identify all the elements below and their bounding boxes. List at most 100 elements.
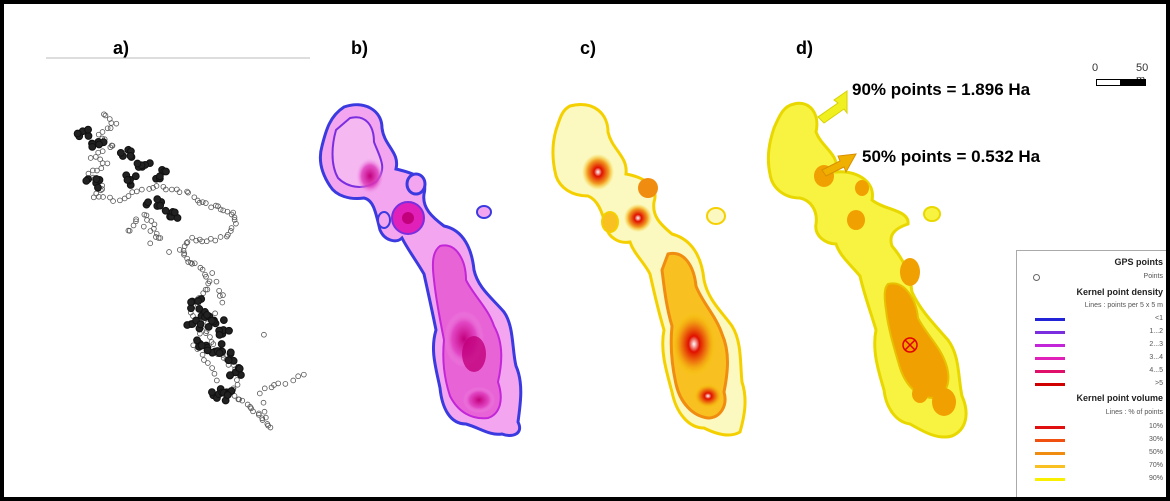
gps-point (208, 335, 213, 340)
scale-bar-graphic (1096, 79, 1146, 86)
density-map (320, 105, 520, 436)
legend-density-label: 1...2 (1149, 328, 1163, 335)
legend-density-label: 2...3 (1149, 341, 1163, 348)
legend-volume-label: 70% (1149, 462, 1163, 469)
gps-point (214, 378, 219, 383)
gps-point (88, 156, 93, 161)
gps-point (226, 327, 233, 334)
gps-point (205, 323, 212, 330)
arrow-90-icon (818, 91, 847, 123)
legend-gps-item: Points (1017, 273, 1163, 280)
gps-point (283, 382, 288, 387)
gps-point (296, 374, 301, 379)
gps-point (114, 121, 119, 126)
gps-point (220, 300, 225, 305)
legend-volume-label: 90% (1149, 475, 1163, 482)
gps-point (213, 311, 218, 316)
gps-point (216, 331, 223, 338)
gps-point (145, 199, 152, 206)
gps-point (105, 161, 110, 166)
legend-volume-label: 10% (1149, 423, 1163, 430)
legend-density-swatch (1035, 318, 1065, 321)
scale-bar: 0 50 m (1090, 62, 1160, 92)
gps-point (103, 113, 108, 118)
gps-point (214, 279, 219, 284)
gps-point (169, 187, 174, 192)
legend-density-swatch (1035, 357, 1065, 360)
legend-density-title: Kernel point density (1017, 287, 1163, 297)
legend-volume-row: 70% (1017, 462, 1163, 472)
gps-point (301, 372, 306, 377)
gps-point (85, 133, 92, 140)
kernel-volume-map (553, 105, 745, 435)
gps-point (204, 312, 211, 319)
gps-point (111, 199, 116, 204)
gps-point (235, 378, 240, 383)
legend-density-swatch (1035, 370, 1065, 373)
gps-point (85, 126, 92, 133)
area-50-patch (900, 258, 920, 286)
gps-point (141, 224, 146, 229)
legend-volume-swatch (1035, 439, 1065, 442)
gps-point (93, 155, 98, 160)
gps-point (210, 366, 215, 371)
gps-point (167, 250, 172, 255)
legend-volume-swatch (1035, 452, 1065, 455)
gps-point (130, 190, 135, 195)
area-50-patch (932, 388, 956, 416)
gps-point (212, 371, 217, 376)
gps-point (262, 332, 267, 337)
gps-point (105, 126, 110, 131)
gps-point (209, 205, 214, 210)
callout-90-percent: 90% points = 1.896 Ha (852, 80, 1030, 100)
legend-density-label: 3...4 (1149, 354, 1163, 361)
legend-density-row: 3...4 (1017, 354, 1163, 364)
area-50-patch (847, 210, 865, 230)
gps-point (235, 382, 240, 387)
gps-point (220, 317, 227, 324)
gps-point (210, 271, 215, 276)
legend-volume-label: 50% (1149, 449, 1163, 456)
legend-density-row: <1 (1017, 315, 1163, 325)
scale-start-label: 0 (1092, 62, 1098, 74)
gps-point (262, 386, 267, 391)
gps-point (163, 168, 170, 175)
legend-density-row: 4...5 (1017, 367, 1163, 377)
gps-points-layer (74, 112, 306, 430)
gps-point-symbol-icon (1033, 274, 1040, 281)
gps-point (93, 176, 100, 183)
legend-volume-row: 50% (1017, 449, 1163, 459)
gps-point (96, 132, 101, 137)
legend-density-label: <1 (1155, 315, 1163, 322)
gps-point (218, 341, 225, 348)
gps-point (162, 207, 169, 214)
area-percent-map (768, 91, 966, 437)
gps-point (216, 350, 223, 357)
gps-point (134, 160, 141, 167)
gps-point (174, 187, 179, 192)
gps-point (262, 409, 267, 414)
gps-point (157, 202, 164, 209)
legend-volume-label: 30% (1149, 436, 1163, 443)
gps-point (126, 194, 131, 199)
area-50-patch (912, 385, 928, 403)
gps-point (276, 381, 281, 386)
gps-point (95, 184, 102, 191)
gps-point (291, 378, 296, 383)
gps-point (225, 357, 232, 364)
legend-density-row: >5 (1017, 380, 1163, 390)
gps-point (156, 173, 163, 180)
gps-point (209, 389, 216, 396)
legend-volume-swatch (1035, 478, 1065, 481)
gps-point (171, 209, 178, 216)
gps-point (89, 143, 96, 150)
gps-point (208, 317, 215, 324)
gps-point (197, 321, 204, 328)
gps-point (148, 241, 153, 246)
legend-volume-row: 30% (1017, 436, 1163, 446)
gps-point (118, 198, 123, 203)
legend-density-label: >5 (1155, 380, 1163, 387)
gps-point (221, 293, 226, 298)
callout-50-percent: 50% points = 0.532 Ha (862, 147, 1040, 167)
